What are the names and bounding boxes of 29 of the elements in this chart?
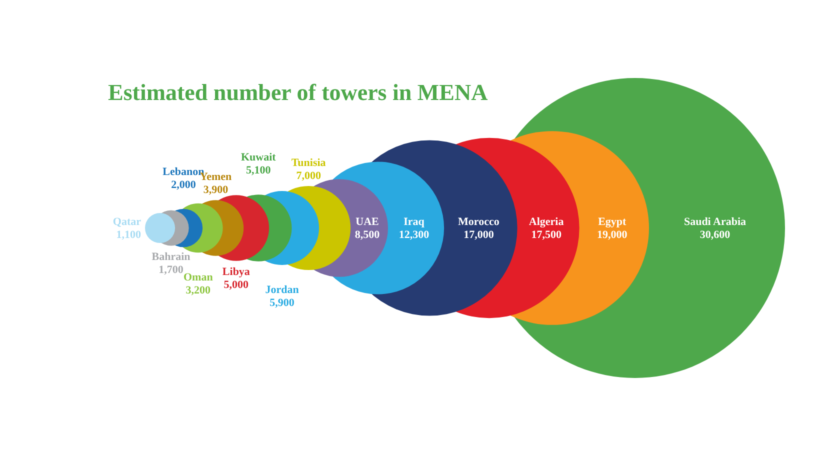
data-label: 3,900 bbox=[203, 184, 229, 196]
data-label: 7,000 bbox=[296, 170, 322, 182]
data-label: 5,900 bbox=[270, 296, 295, 309]
category-label: Oman bbox=[183, 272, 213, 284]
text: Estimated number of towers in MENA bbox=[108, 80, 488, 105]
category-label: UAE bbox=[356, 216, 379, 228]
data-label: 5,000 bbox=[224, 278, 250, 291]
category-label: Iraq bbox=[404, 216, 426, 228]
data-label: 5,100 bbox=[246, 164, 272, 177]
category-label: Kuwait bbox=[241, 152, 276, 164]
data-label: 1,700 bbox=[158, 264, 184, 276]
category-label: Bahrain bbox=[152, 250, 190, 263]
category-label: Egypt bbox=[598, 216, 627, 228]
category-label: Jordan bbox=[265, 284, 299, 296]
category-label: Algeria bbox=[528, 216, 564, 228]
category-label: Libya bbox=[222, 266, 250, 278]
data-label: 30,600 bbox=[700, 229, 731, 241]
category-label: Morocco bbox=[458, 216, 500, 228]
data-label: 1,100 bbox=[116, 229, 142, 241]
data-label: 19,000 bbox=[597, 229, 628, 241]
data-label: 3,200 bbox=[186, 284, 212, 297]
data-label: 2,000 bbox=[171, 178, 196, 191]
category-label: Saudi Arabia bbox=[684, 216, 747, 228]
category-label: Tunisia bbox=[291, 156, 326, 169]
data-label: 8,500 bbox=[354, 229, 380, 241]
data-label: 17,000 bbox=[464, 229, 494, 241]
category-label: Qatar bbox=[112, 216, 142, 228]
data-label: 12,300 bbox=[398, 229, 430, 241]
data-label: 17,500 bbox=[531, 229, 562, 241]
